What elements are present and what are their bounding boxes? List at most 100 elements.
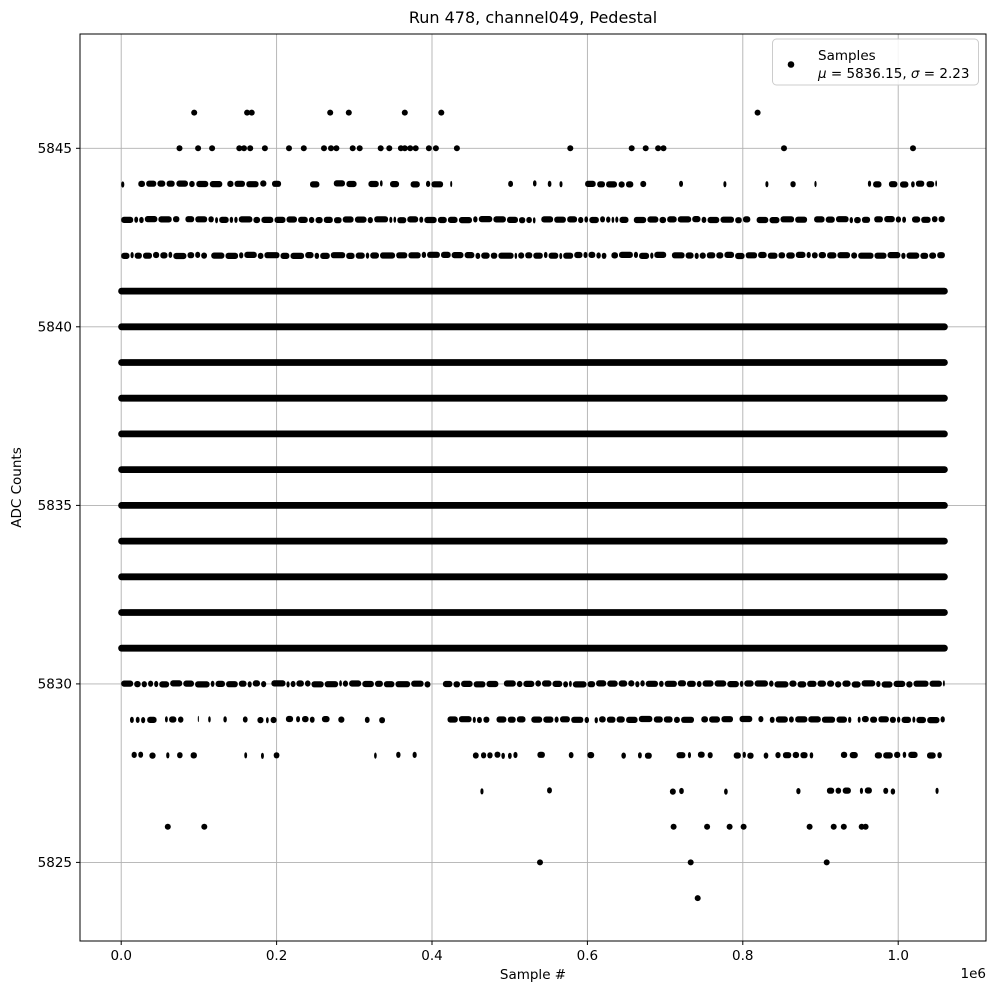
y-tick-label: 5840	[38, 319, 72, 335]
data-point	[453, 145, 460, 152]
data-point	[209, 145, 216, 152]
legend-label-samples: Samples	[818, 48, 876, 64]
data-point	[386, 145, 393, 152]
y-tick-label: 5845	[38, 141, 72, 157]
data-point	[655, 145, 662, 152]
data-point	[670, 823, 677, 830]
data-point	[244, 109, 251, 116]
data-point	[191, 109, 198, 116]
scatter-row-5827	[480, 787, 939, 795]
x-grid	[120, 34, 899, 941]
data-point	[642, 145, 649, 152]
scatter-row-5826	[164, 823, 869, 830]
data-point	[660, 145, 667, 152]
data-point	[806, 823, 813, 830]
scatter-row-5835	[118, 502, 948, 509]
data-point	[201, 823, 208, 830]
data-point	[401, 145, 408, 152]
scatter-row-5845	[176, 145, 916, 152]
data-point	[164, 823, 171, 830]
data-point	[862, 823, 869, 830]
data-point	[754, 109, 761, 116]
data-point	[781, 145, 787, 152]
scatter-row-5829	[130, 715, 945, 724]
scatter-row-5831	[118, 644, 948, 652]
scatter-row-5838	[118, 394, 948, 402]
x-tick-label: 0.8	[732, 948, 753, 964]
data-point	[628, 145, 635, 152]
data-point	[694, 895, 701, 902]
data-point	[830, 823, 837, 830]
scatter-row-5834	[118, 537, 948, 545]
data-point	[910, 145, 916, 152]
y-axis-label: ADC Counts	[9, 447, 25, 527]
data-point	[248, 109, 255, 116]
scatter-row-5837	[118, 430, 948, 438]
scatter-row-5840	[118, 323, 948, 331]
data-point	[432, 145, 439, 152]
data-point	[823, 859, 830, 866]
legend-label-stats: μ = 5836.15, σ = 2.23	[817, 66, 969, 82]
scatter-row-5843	[121, 216, 945, 224]
scatter-row-5846	[191, 109, 761, 116]
scatter-row-5825	[537, 859, 830, 866]
y-tick-label: 5835	[38, 498, 72, 514]
scatter-row-5839	[118, 359, 948, 366]
data-point	[327, 109, 334, 116]
x-tick-label: 1.0	[887, 948, 908, 964]
data-point	[328, 145, 334, 152]
data-point	[321, 145, 327, 152]
data-point	[261, 145, 268, 152]
x-tick-label: 0.0	[110, 948, 131, 964]
x-tick-label: 0.4	[421, 948, 442, 964]
data-point	[687, 859, 694, 866]
scatter-row-5832	[118, 609, 948, 616]
data-point	[401, 109, 408, 116]
data-point	[241, 145, 247, 152]
scatter-row-5828	[131, 751, 942, 759]
x-axis-offset-text: 1e6	[961, 966, 986, 982]
data-point	[704, 823, 711, 830]
y-tick-label: 5830	[38, 676, 72, 692]
legend: Samples μ = 5836.15, σ = 2.23	[772, 38, 979, 86]
scatter-row-5836	[118, 466, 948, 473]
scatter-row-5833	[118, 573, 948, 581]
data-point	[377, 145, 384, 152]
scatter-row-5844	[121, 180, 937, 188]
x-axis-label: Sample #	[500, 967, 566, 983]
legend-box	[772, 38, 979, 86]
y-tick-label: 5825	[38, 855, 72, 871]
data-point	[537, 859, 543, 866]
data-point	[412, 145, 419, 152]
data-point	[840, 823, 847, 830]
data-point	[438, 109, 445, 116]
data-point	[176, 145, 183, 152]
scatter-row-5824	[694, 895, 701, 902]
data-point	[286, 145, 292, 152]
data-point	[300, 145, 307, 152]
y-tick-labels: 5825 5830 5835 5840 5845	[38, 141, 80, 871]
chart-title: Run 478, channel049, Pedestal	[409, 8, 657, 27]
data-point	[349, 145, 356, 152]
data-point	[356, 145, 363, 152]
x-tick-label: 0.6	[577, 948, 598, 964]
data-point	[407, 145, 414, 152]
data-point	[195, 145, 202, 152]
data-point	[247, 145, 254, 152]
data-point	[345, 109, 352, 116]
data-point	[333, 145, 340, 152]
scatter-row-5842	[121, 251, 945, 260]
plot-spine	[79, 33, 987, 942]
scatter-row-5830	[121, 680, 945, 688]
data-point	[425, 145, 432, 152]
data-point	[726, 823, 733, 830]
x-tick-labels: 0.0 0.2 0.4 0.6 0.8 1.0	[110, 941, 909, 964]
data-point	[236, 145, 243, 152]
x-tick-label: 0.2	[266, 948, 287, 964]
data-point	[567, 145, 574, 152]
legend-marker-dot	[787, 61, 795, 68]
data-point	[740, 823, 747, 830]
scatter-row-5841	[118, 287, 948, 295]
